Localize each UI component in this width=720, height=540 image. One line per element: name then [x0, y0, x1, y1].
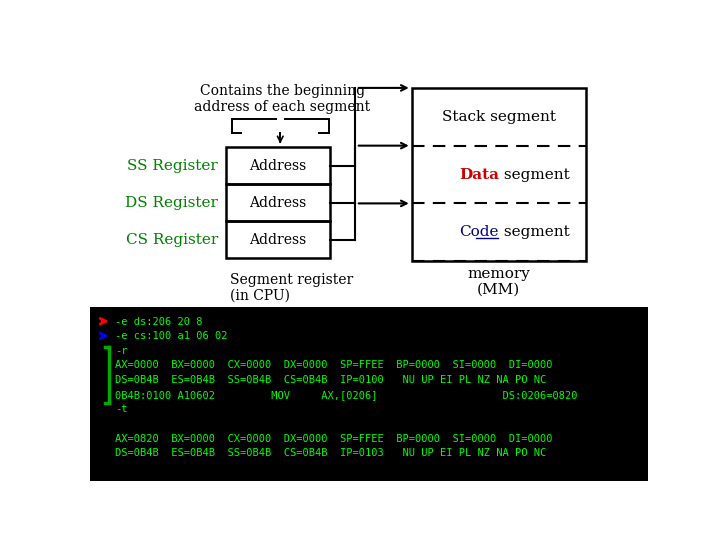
Text: Code: Code [459, 225, 499, 239]
Text: -t: -t [114, 404, 127, 414]
Text: -e cs:100 a1 06 02: -e cs:100 a1 06 02 [114, 331, 228, 341]
Bar [225, 221, 330, 258]
Text: -e ds:206 20 8: -e ds:206 20 8 [114, 316, 202, 327]
Text: Stack segment: Stack segment [442, 110, 556, 124]
Text: AX=0820  BX=0000  CX=0000  DX=0000  SP=FFEE  BP=0000  SI=0000  DI=0000: AX=0820 BX=0000 CX=0000 DX=0000 SP=FFEE … [114, 434, 552, 444]
Text: memory
(MM): memory (MM) [467, 267, 530, 297]
Bar [90, 307, 648, 481]
Text: segment: segment [499, 225, 570, 239]
Text: Contains the beginning
address of each segment: Contains the beginning address of each s… [194, 84, 370, 114]
Text: SS Register: SS Register [127, 159, 218, 173]
Text: Address: Address [249, 233, 307, 247]
Text: DS=0B4B  ES=0B4B  SS=0B4B  CS=0B4B  IP=0103   NU UP EI PL NZ NA PO NC: DS=0B4B ES=0B4B SS=0B4B CS=0B4B IP=0103 … [114, 448, 546, 458]
Text: CS Register: CS Register [125, 233, 218, 247]
Text: segment: segment [499, 167, 570, 181]
Text: -r: -r [114, 346, 127, 356]
Text: AX=0000  BX=0000  CX=0000  DX=0000  SP=FFEE  BP=0000  SI=0000  DI=0000: AX=0000 BX=0000 CX=0000 DX=0000 SP=FFEE … [114, 361, 552, 370]
Text: DS Register: DS Register [125, 195, 218, 210]
Bar [412, 88, 586, 261]
Text: Data: Data [459, 167, 499, 181]
Text: Address: Address [249, 159, 307, 173]
Text: Segment register
(in CPU): Segment register (in CPU) [230, 273, 353, 303]
Text: DS=0B4B  ES=0B4B  SS=0B4B  CS=0B4B  IP=0100   NU UP EI PL NZ NA PO NC: DS=0B4B ES=0B4B SS=0B4B CS=0B4B IP=0100 … [114, 375, 546, 385]
Text: Address: Address [249, 195, 307, 210]
Bar [225, 147, 330, 184]
Bar [225, 184, 330, 221]
Text: 0B4B:0100 A10602         MOV     AX,[0206]                    DS:0206=0820: 0B4B:0100 A10602 MOV AX,[0206] DS:0206=0… [114, 390, 577, 400]
